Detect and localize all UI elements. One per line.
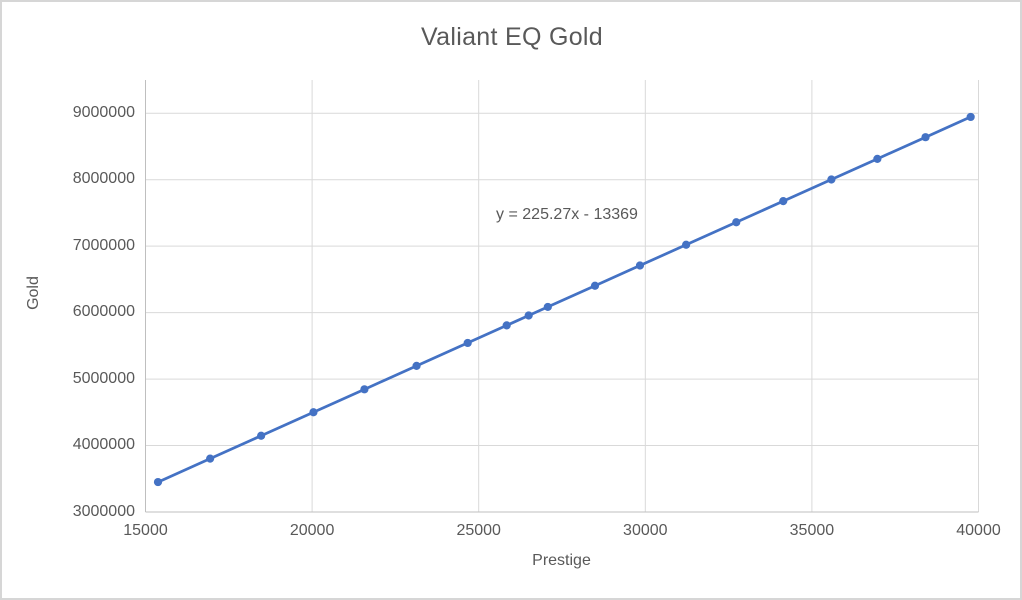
x-tick-label: 35000 — [789, 522, 835, 539]
x-tick-label: 30000 — [623, 522, 668, 539]
trendline-equation-label: y = 225.27x - 13369 — [496, 206, 638, 223]
data-point-marker[interactable] — [966, 112, 975, 122]
y-tick-label: 4000000 — [72, 436, 135, 454]
x-axis-title: Prestige — [532, 552, 591, 569]
data-point-marker[interactable] — [153, 477, 163, 487]
data-point-marker[interactable] — [827, 175, 836, 184]
data-point-marker[interactable] — [873, 154, 882, 163]
data-point-marker[interactable] — [779, 197, 788, 206]
data-point-marker[interactable] — [206, 454, 215, 463]
data-point-marker[interactable] — [543, 302, 552, 312]
y-tick-label: 5000000 — [72, 369, 135, 387]
data-point-marker[interactable] — [921, 133, 930, 142]
data-point-marker[interactable] — [502, 321, 511, 330]
data-point-marker[interactable] — [682, 240, 691, 249]
y-tick-label: 6000000 — [72, 303, 135, 321]
x-tick-label: 25000 — [456, 522, 501, 539]
data-point-marker[interactable] — [360, 385, 369, 394]
data-point-marker[interactable] — [524, 311, 533, 320]
chart-title: Valiant EQ Gold — [421, 23, 603, 51]
data-point-marker[interactable] — [257, 431, 266, 440]
data-point-marker[interactable] — [309, 408, 318, 417]
y-tick-label: 8000000 — [72, 170, 135, 188]
data-point-marker[interactable] — [590, 281, 600, 290]
y-tick-label: 7000000 — [72, 236, 135, 254]
data-point-marker[interactable] — [412, 361, 421, 370]
x-tick-label: 20000 — [289, 522, 335, 539]
y-tick-label: 3000000 — [72, 502, 135, 520]
x-tick-label: 15000 — [123, 522, 168, 539]
data-point-marker[interactable] — [732, 218, 741, 227]
data-point-marker[interactable] — [635, 261, 645, 270]
data-point-marker[interactable] — [463, 338, 472, 348]
trendline[interactable] — [156, 115, 973, 484]
x-tick-label: 40000 — [956, 522, 1001, 539]
y-tick-label: 9000000 — [72, 103, 135, 121]
